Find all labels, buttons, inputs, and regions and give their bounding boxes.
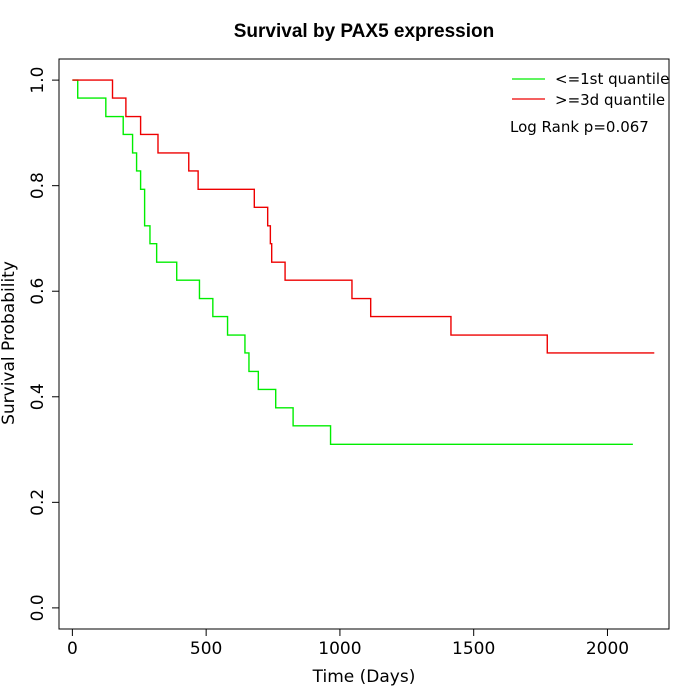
y-axis: 0.0 0.2 0.4 0.6 0.8 1.0	[28, 67, 60, 621]
log-rank-annotation: Log Rank p=0.067	[510, 118, 649, 136]
x-tick-label: 500	[190, 639, 222, 659]
plot-area-frame	[58, 58, 670, 630]
y-axis-label: Survival Probability	[0, 261, 19, 425]
x-tick-label: 2000	[586, 639, 629, 659]
y-tick-label: 0.6	[28, 278, 48, 305]
y-tick-label: 0.4	[28, 383, 48, 410]
x-tick-label: 0	[67, 639, 78, 659]
legend: <=1st quantile >=3d quantile	[512, 70, 669, 109]
series-layer	[72, 79, 655, 445]
x-axis: 0 500 1000 1500 2000	[67, 628, 629, 659]
x-tick-label: 1500	[452, 639, 495, 659]
y-tick-label: 0.8	[28, 172, 48, 199]
legend-label-high: >=3d quantile	[555, 91, 665, 109]
legend-label-low: <=1st quantile	[555, 70, 669, 88]
y-tick-label: 0.2	[28, 489, 48, 516]
x-tick-label: 1000	[318, 639, 361, 659]
chart-title: Survival by PAX5 expression	[234, 21, 495, 42]
y-tick-label: 1.0	[28, 67, 48, 94]
y-tick-label: 0.0	[28, 594, 48, 621]
series-line-high	[72, 79, 655, 354]
x-axis-label: Time (Days)	[312, 667, 416, 687]
series-line-low	[72, 79, 633, 445]
